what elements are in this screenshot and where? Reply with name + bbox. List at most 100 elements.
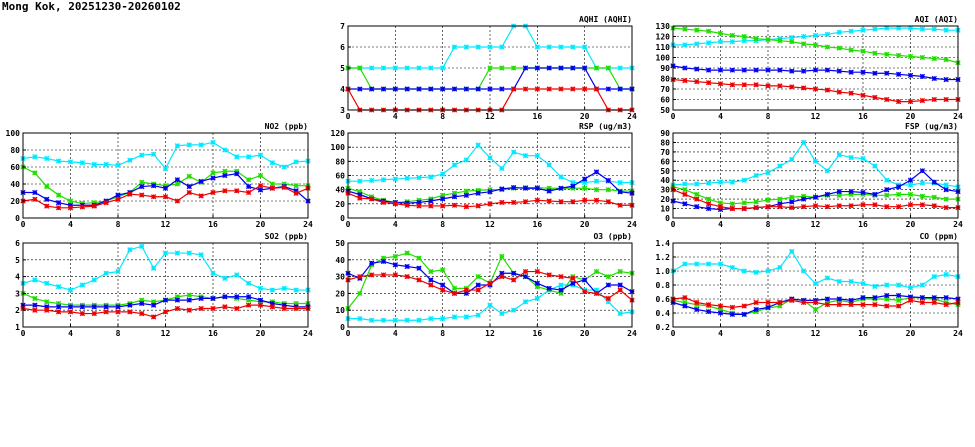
- data-point-red: [150, 194, 157, 200]
- data-point-cyan: [694, 181, 700, 187]
- data-point-red: [499, 273, 505, 280]
- data-point-red: [440, 287, 446, 293]
- data-point-red: [812, 203, 819, 209]
- data-point-cyan: [907, 25, 914, 31]
- data-point-blue: [789, 68, 795, 74]
- data-point-blue: [404, 86, 410, 92]
- data-point-blue: [765, 67, 771, 73]
- x-tick-label: 12: [161, 220, 171, 229]
- x-tick-label: 20: [256, 220, 266, 229]
- data-point-blue: [428, 198, 434, 204]
- data-point-blue: [907, 72, 914, 79]
- data-point-cyan: [369, 317, 375, 323]
- data-point-red: [848, 90, 854, 96]
- data-point-green: [836, 45, 842, 51]
- data-point-blue: [836, 68, 842, 74]
- data-point-blue: [546, 65, 552, 71]
- data-point-green: [499, 65, 505, 71]
- data-point-red: [103, 309, 109, 315]
- data-point-cyan: [210, 270, 216, 276]
- data-point-red: [593, 290, 600, 297]
- data-point-blue: [895, 184, 902, 190]
- data-point-red: [451, 202, 458, 208]
- data-point-blue: [919, 294, 926, 301]
- data-point-cyan: [91, 161, 97, 168]
- data-point-green: [404, 250, 410, 256]
- data-point-cyan: [245, 280, 252, 286]
- y-tick-label: 50: [335, 239, 345, 248]
- data-point-blue: [440, 196, 446, 202]
- data-point-blue: [234, 294, 240, 300]
- data-point-blue: [392, 262, 398, 268]
- data-point-cyan: [729, 264, 736, 271]
- x-tick-label: 24: [953, 220, 963, 229]
- data-point-red: [777, 83, 783, 89]
- data-point-cyan: [451, 162, 458, 168]
- data-point-red: [895, 98, 902, 105]
- y-tick-label: 50: [660, 167, 670, 176]
- x-tick-label: 16: [533, 329, 543, 338]
- data-point-green: [919, 54, 926, 61]
- data-point-cyan: [919, 180, 926, 186]
- data-point-green: [789, 39, 795, 45]
- data-point-green: [895, 191, 902, 198]
- x-tick-label: 24: [627, 329, 637, 338]
- data-point-red: [234, 305, 240, 312]
- data-point-cyan: [475, 142, 481, 148]
- data-point-cyan: [836, 152, 842, 158]
- y-tick-label: 100: [656, 54, 671, 63]
- data-point-red: [546, 272, 552, 278]
- x-tick-label: 4: [393, 329, 398, 338]
- data-point-green: [357, 290, 363, 297]
- data-point-blue: [174, 297, 181, 303]
- data-point-red: [919, 202, 926, 208]
- data-point-cyan: [440, 315, 446, 322]
- data-point-cyan: [800, 33, 807, 40]
- data-point-red: [705, 201, 712, 207]
- data-point-blue: [369, 260, 375, 266]
- x-tick-label: 16: [858, 220, 868, 229]
- data-point-blue: [150, 302, 157, 308]
- data-point-blue: [848, 188, 854, 195]
- data-point-red: [499, 199, 505, 206]
- data-point-red: [79, 204, 86, 210]
- data-point-cyan: [534, 44, 540, 50]
- data-point-red: [281, 305, 287, 312]
- data-point-blue: [245, 294, 252, 300]
- data-point-green: [694, 27, 700, 33]
- data-point-red: [186, 189, 192, 196]
- data-point-red: [534, 197, 540, 203]
- data-point-green: [741, 33, 747, 40]
- data-point-blue: [499, 86, 505, 92]
- data-point-blue: [884, 70, 890, 76]
- data-point-cyan: [919, 282, 926, 288]
- data-point-red: [682, 77, 688, 84]
- data-point-cyan: [269, 287, 276, 293]
- data-point-red: [257, 183, 264, 189]
- x-tick-label: 16: [533, 112, 543, 121]
- data-point-cyan: [522, 299, 529, 305]
- data-point-cyan: [546, 44, 552, 50]
- data-point-red: [522, 86, 529, 92]
- y-tick-label: 10: [335, 306, 345, 315]
- data-point-cyan: [895, 282, 902, 288]
- data-point-green: [848, 47, 854, 53]
- data-point-green: [943, 196, 949, 202]
- data-point-blue: [186, 297, 192, 303]
- data-point-red: [198, 193, 204, 199]
- data-point-cyan: [884, 25, 890, 31]
- y-tick-label: 90: [660, 129, 670, 138]
- data-point-blue: [55, 200, 62, 206]
- data-point-blue: [570, 280, 576, 286]
- data-point-blue: [919, 168, 926, 174]
- y-tick-label: 1.2: [656, 253, 671, 262]
- x-tick-label: 12: [811, 220, 821, 229]
- data-point-green: [765, 197, 771, 203]
- x-tick-label: 24: [953, 329, 963, 338]
- data-point-blue: [139, 300, 145, 307]
- data-point-blue: [860, 189, 866, 196]
- chart-title: FSP (ug/m3): [905, 122, 958, 131]
- data-point-blue: [705, 205, 712, 212]
- y-tick-label: 80: [660, 138, 670, 147]
- data-point-blue: [44, 196, 50, 202]
